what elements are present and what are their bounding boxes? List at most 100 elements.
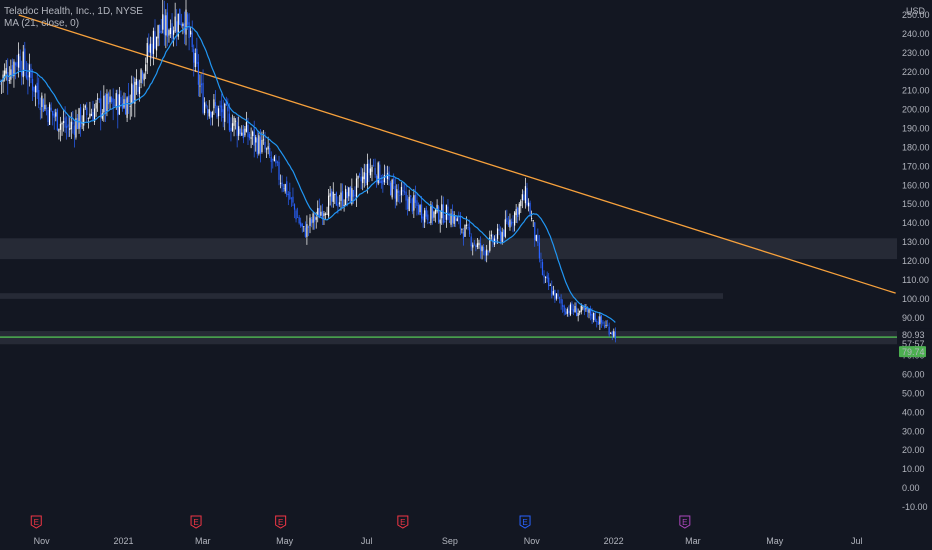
candle[interactable] bbox=[171, 23, 173, 40]
candle[interactable] bbox=[419, 205, 421, 213]
candle[interactable] bbox=[545, 277, 547, 278]
candle[interactable] bbox=[501, 232, 503, 243]
candle[interactable] bbox=[259, 136, 261, 154]
candle[interactable] bbox=[405, 191, 407, 201]
candle[interactable] bbox=[354, 194, 356, 196]
candle[interactable] bbox=[588, 309, 590, 313]
candle[interactable] bbox=[269, 148, 271, 157]
candle[interactable] bbox=[495, 239, 497, 242]
candle[interactable] bbox=[109, 96, 111, 103]
candle[interactable] bbox=[469, 227, 471, 235]
candle[interactable] bbox=[366, 163, 368, 186]
candle[interactable] bbox=[67, 124, 69, 127]
candle[interactable] bbox=[238, 126, 240, 136]
candle[interactable] bbox=[25, 72, 27, 78]
candle[interactable] bbox=[27, 75, 29, 81]
candle[interactable] bbox=[338, 202, 341, 205]
candle[interactable] bbox=[75, 118, 77, 138]
candle[interactable] bbox=[183, 23, 186, 33]
candle[interactable] bbox=[304, 227, 306, 237]
candle[interactable] bbox=[39, 107, 41, 111]
candle[interactable] bbox=[69, 128, 71, 130]
candle[interactable] bbox=[148, 45, 150, 53]
candle[interactable] bbox=[224, 103, 226, 122]
candle[interactable] bbox=[174, 16, 176, 32]
candle[interactable] bbox=[431, 204, 434, 219]
candle[interactable] bbox=[551, 286, 553, 296]
candle[interactable] bbox=[507, 221, 509, 226]
candle[interactable] bbox=[523, 194, 525, 201]
candle[interactable] bbox=[30, 68, 32, 78]
candle[interactable] bbox=[191, 32, 193, 47]
earnings-marker-icon[interactable]: E bbox=[30, 515, 42, 529]
candle[interactable] bbox=[168, 30, 170, 36]
candle[interactable] bbox=[396, 189, 398, 202]
candle[interactable] bbox=[386, 173, 389, 180]
candle[interactable] bbox=[492, 236, 494, 243]
candle[interactable] bbox=[193, 49, 195, 63]
candle[interactable] bbox=[154, 31, 156, 49]
candle[interactable] bbox=[582, 307, 584, 309]
candle[interactable] bbox=[250, 137, 252, 139]
candle[interactable] bbox=[83, 108, 85, 126]
candle[interactable] bbox=[56, 109, 58, 131]
candle[interactable] bbox=[245, 122, 248, 132]
candle[interactable] bbox=[424, 210, 426, 223]
candle[interactable] bbox=[362, 176, 364, 184]
candle[interactable] bbox=[597, 321, 599, 325]
candle[interactable] bbox=[452, 211, 454, 223]
candle[interactable] bbox=[569, 304, 571, 315]
earnings-marker-icon[interactable]: E bbox=[519, 515, 531, 529]
candle[interactable] bbox=[230, 127, 232, 132]
candle[interactable] bbox=[527, 202, 530, 207]
candle[interactable] bbox=[295, 210, 297, 220]
candle[interactable] bbox=[227, 106, 229, 112]
candle[interactable] bbox=[408, 196, 410, 212]
candle[interactable] bbox=[610, 332, 612, 334]
candle[interactable] bbox=[458, 217, 460, 219]
candle[interactable] bbox=[583, 305, 585, 311]
candle[interactable] bbox=[52, 110, 54, 116]
candle[interactable] bbox=[383, 175, 385, 183]
candle[interactable] bbox=[537, 235, 539, 244]
candle[interactable] bbox=[10, 69, 12, 80]
candle[interactable] bbox=[211, 111, 213, 118]
candle[interactable] bbox=[180, 23, 182, 26]
candle[interactable] bbox=[42, 99, 44, 112]
candle[interactable] bbox=[200, 83, 203, 86]
candle[interactable] bbox=[416, 200, 418, 206]
candle[interactable] bbox=[526, 187, 528, 206]
candle[interactable] bbox=[459, 215, 461, 229]
candle[interactable] bbox=[86, 107, 88, 116]
candle[interactable] bbox=[368, 163, 370, 173]
candle[interactable] bbox=[453, 214, 455, 224]
candle[interactable] bbox=[324, 213, 327, 215]
candle[interactable] bbox=[465, 224, 468, 226]
candle[interactable] bbox=[438, 206, 440, 223]
candle[interactable] bbox=[540, 259, 542, 261]
candle[interactable] bbox=[478, 242, 480, 246]
candle[interactable] bbox=[241, 132, 243, 136]
earnings-marker-icon[interactable]: E bbox=[190, 515, 202, 529]
candle[interactable] bbox=[520, 200, 522, 207]
candle[interactable] bbox=[307, 226, 310, 228]
candle[interactable] bbox=[514, 212, 516, 226]
candle[interactable] bbox=[66, 126, 68, 129]
candle[interactable] bbox=[292, 196, 294, 203]
candle[interactable] bbox=[298, 217, 300, 224]
candle[interactable] bbox=[159, 24, 161, 34]
candle[interactable] bbox=[115, 93, 117, 107]
candle[interactable] bbox=[462, 231, 465, 239]
candle[interactable] bbox=[244, 128, 246, 136]
candle[interactable] bbox=[137, 81, 139, 92]
candle[interactable] bbox=[55, 112, 57, 117]
candle[interactable] bbox=[379, 164, 381, 183]
candle[interactable] bbox=[510, 221, 513, 225]
candle[interactable] bbox=[61, 122, 63, 125]
candle[interactable] bbox=[197, 62, 199, 85]
candle[interactable] bbox=[328, 195, 330, 217]
candle[interactable] bbox=[560, 298, 562, 304]
candle[interactable] bbox=[349, 186, 351, 203]
candle[interactable] bbox=[323, 213, 325, 217]
